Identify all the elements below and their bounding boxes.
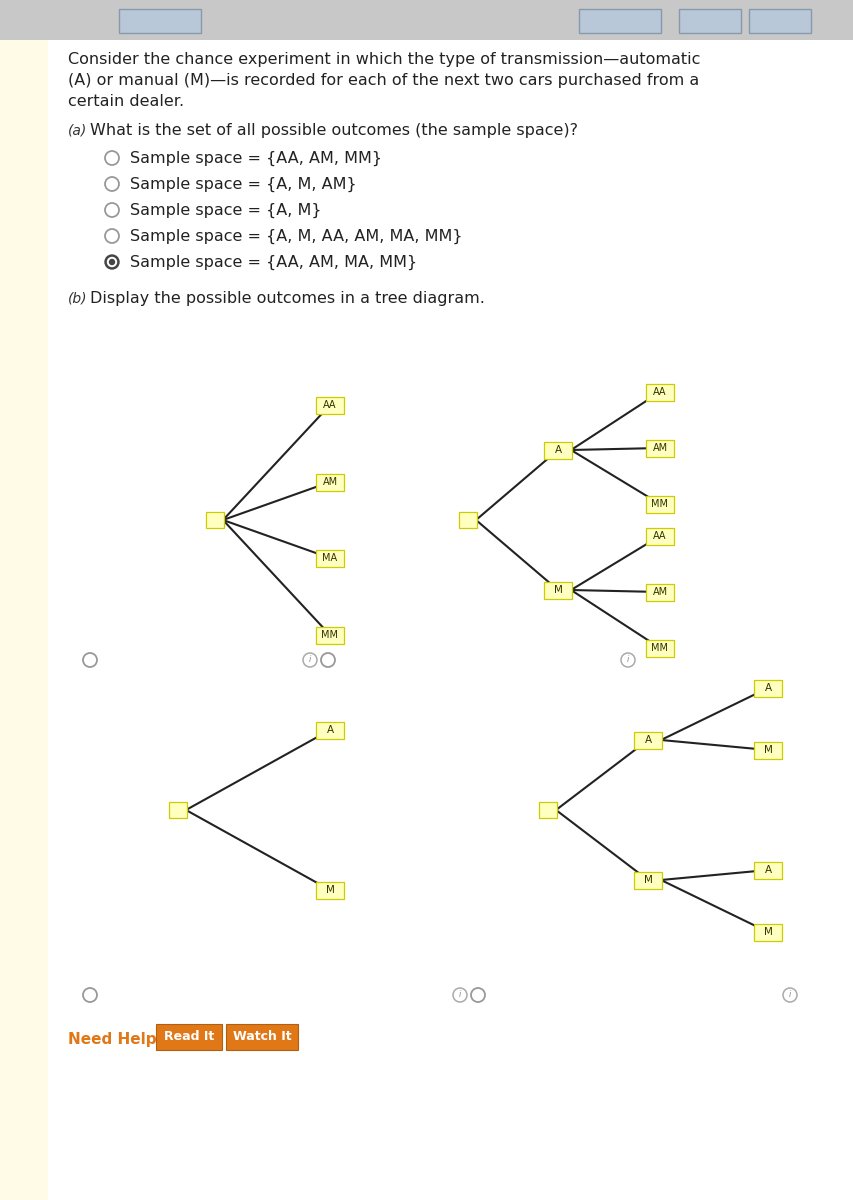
Text: Watch It: Watch It: [232, 1031, 291, 1044]
FancyBboxPatch shape: [678, 8, 740, 32]
FancyBboxPatch shape: [753, 924, 781, 941]
Text: AA: AA: [653, 386, 666, 397]
Text: (b): (b): [68, 290, 87, 305]
FancyBboxPatch shape: [48, 40, 853, 1200]
Text: AA: AA: [653, 530, 666, 541]
FancyBboxPatch shape: [0, 40, 48, 1200]
FancyBboxPatch shape: [633, 871, 661, 888]
FancyBboxPatch shape: [748, 8, 810, 32]
Circle shape: [105, 254, 119, 269]
FancyBboxPatch shape: [206, 512, 223, 528]
Text: Sample space = {AA, AM, MM}: Sample space = {AA, AM, MM}: [130, 151, 381, 167]
Text: Read It: Read It: [164, 1031, 214, 1044]
FancyBboxPatch shape: [578, 8, 660, 32]
Text: AM: AM: [322, 476, 337, 487]
Text: MM: MM: [651, 643, 668, 653]
Text: AA: AA: [323, 400, 336, 410]
FancyBboxPatch shape: [753, 742, 781, 758]
Text: i: i: [788, 990, 790, 998]
FancyBboxPatch shape: [316, 626, 344, 643]
Text: A: A: [644, 734, 651, 745]
Text: A: A: [763, 683, 770, 692]
Text: certain dealer.: certain dealer.: [68, 94, 184, 109]
Text: M: M: [763, 745, 771, 755]
Text: i: i: [626, 655, 629, 664]
FancyBboxPatch shape: [0, 0, 853, 40]
Text: Need Help?: Need Help?: [68, 1032, 165, 1046]
Text: Sample space = {A, M, AA, AM, MA, MM}: Sample space = {A, M, AA, AM, MA, MM}: [130, 229, 462, 245]
Circle shape: [107, 258, 116, 266]
Text: Sample space = {A, M}: Sample space = {A, M}: [130, 203, 321, 218]
FancyBboxPatch shape: [633, 732, 661, 749]
FancyBboxPatch shape: [156, 1024, 222, 1050]
Text: MM: MM: [651, 499, 668, 509]
Text: Display the possible outcomes in a tree diagram.: Display the possible outcomes in a tree …: [90, 290, 485, 306]
Text: M: M: [643, 875, 652, 886]
FancyBboxPatch shape: [316, 474, 344, 491]
Text: (a): (a): [68, 122, 87, 137]
FancyBboxPatch shape: [316, 550, 344, 566]
Text: What is the set of all possible outcomes (the sample space)?: What is the set of all possible outcomes…: [90, 122, 577, 138]
FancyBboxPatch shape: [645, 496, 673, 512]
FancyBboxPatch shape: [458, 512, 477, 528]
Text: A: A: [554, 445, 561, 455]
FancyBboxPatch shape: [645, 583, 673, 600]
Text: MA: MA: [322, 553, 337, 563]
Text: i: i: [458, 990, 461, 998]
FancyBboxPatch shape: [753, 679, 781, 696]
FancyBboxPatch shape: [316, 396, 344, 414]
FancyBboxPatch shape: [169, 802, 187, 818]
FancyBboxPatch shape: [538, 802, 556, 818]
Text: MM: MM: [321, 630, 338, 640]
Text: AM: AM: [652, 587, 667, 596]
FancyBboxPatch shape: [645, 439, 673, 456]
Text: A: A: [326, 725, 334, 734]
Text: Sample space = {AA, AM, MA, MM}: Sample space = {AA, AM, MA, MM}: [130, 254, 416, 270]
FancyBboxPatch shape: [543, 582, 572, 599]
FancyBboxPatch shape: [119, 8, 200, 32]
FancyBboxPatch shape: [645, 528, 673, 545]
Text: AM: AM: [652, 443, 667, 452]
FancyBboxPatch shape: [316, 882, 344, 899]
Text: (A) or manual (M)—is recorded for each of the next two cars purchased from a: (A) or manual (M)—is recorded for each o…: [68, 73, 699, 88]
FancyBboxPatch shape: [645, 384, 673, 401]
FancyBboxPatch shape: [753, 862, 781, 878]
Text: M: M: [325, 886, 334, 895]
FancyBboxPatch shape: [316, 721, 344, 738]
Text: M: M: [553, 584, 562, 595]
FancyBboxPatch shape: [645, 640, 673, 656]
Circle shape: [109, 259, 114, 264]
Text: M: M: [763, 926, 771, 937]
Text: Sample space = {A, M, AM}: Sample space = {A, M, AM}: [130, 176, 357, 192]
Text: Consider the chance experiment in which the type of transmission—automatic: Consider the chance experiment in which …: [68, 52, 699, 67]
FancyBboxPatch shape: [226, 1024, 298, 1050]
Text: A: A: [763, 865, 770, 875]
FancyBboxPatch shape: [543, 442, 572, 458]
Text: i: i: [309, 655, 310, 664]
